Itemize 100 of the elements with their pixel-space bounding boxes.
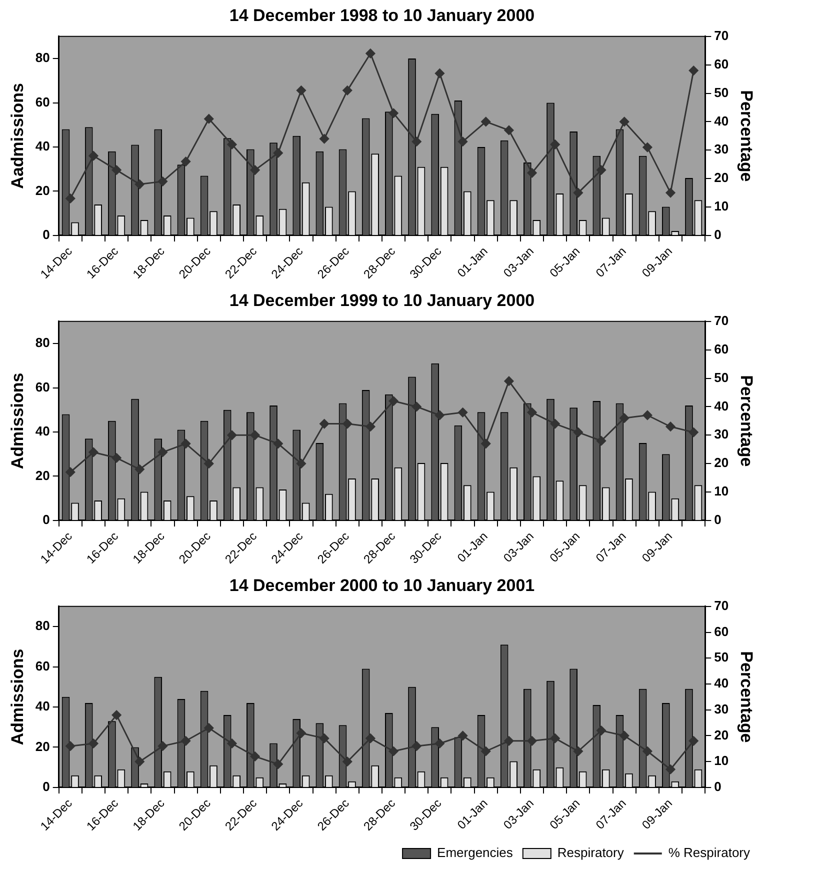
point [66, 194, 76, 204]
y-tick-label: 0 [42, 779, 50, 794]
y2-tick-label: 60 [714, 341, 729, 356]
point [320, 419, 330, 429]
point [296, 458, 306, 468]
point [134, 180, 144, 190]
point [620, 730, 630, 740]
point [388, 108, 398, 118]
point [527, 168, 537, 178]
y-tick-label: 60 [35, 94, 50, 110]
point [366, 48, 376, 58]
point [550, 140, 560, 150]
y2-tick-label: 50 [714, 370, 729, 385]
point [666, 188, 676, 198]
point [527, 408, 537, 418]
point [366, 734, 376, 744]
point [66, 467, 76, 477]
point [481, 116, 491, 126]
y2-tick-label: 20 [714, 727, 729, 742]
point [504, 736, 514, 746]
point [434, 410, 444, 420]
y2-axis-title: Percentage [737, 651, 756, 743]
y2-axis-title: Percentage [737, 375, 756, 467]
point [434, 68, 444, 78]
y2-tick-label: 60 [714, 624, 729, 639]
point [204, 723, 214, 733]
point [273, 438, 283, 448]
point [688, 428, 698, 438]
point [550, 419, 560, 429]
chart-title: 14 December 1999 to 10 January 2000 [229, 290, 535, 310]
point [134, 464, 144, 474]
y2-tick-label: 30 [714, 142, 729, 157]
point [388, 396, 398, 406]
y2-tick-label: 10 [714, 484, 729, 499]
y-axis-title: Aadmissions [8, 83, 27, 189]
point [320, 734, 330, 744]
y2-tick-label: 10 [714, 198, 729, 214]
point [134, 756, 144, 766]
point [296, 728, 306, 738]
point [250, 430, 260, 440]
point [504, 376, 514, 386]
legend-label: % Respiratory [668, 845, 750, 860]
y-tick-label: 0 [42, 512, 50, 528]
y2-tick-label: 40 [714, 398, 729, 414]
point [573, 746, 583, 756]
y-tick-label: 60 [35, 379, 50, 394]
point [412, 402, 422, 412]
chart-title: 14 December 2000 to 10 January 2001 [229, 576, 535, 595]
y-axis-title: Admissions [8, 372, 27, 470]
point [666, 422, 676, 432]
point [227, 430, 237, 440]
point [181, 156, 191, 166]
point [688, 736, 698, 746]
point [273, 148, 283, 158]
point [342, 86, 352, 96]
point [481, 746, 491, 756]
y2-axis-title: Percentage [737, 90, 756, 182]
point [342, 756, 352, 766]
point [481, 438, 491, 448]
y2-tick-label: 70 [714, 312, 729, 328]
point [412, 741, 422, 751]
y2-tick-label: 20 [714, 170, 729, 186]
y-axis-title: Admissions [8, 648, 27, 746]
point [181, 438, 191, 448]
point [366, 422, 376, 432]
point [88, 738, 98, 748]
y-tick-label: 40 [35, 698, 50, 714]
point [573, 188, 583, 198]
y2-tick-label: 20 [714, 455, 729, 470]
point [320, 134, 330, 144]
point [296, 86, 306, 96]
point [342, 419, 352, 429]
point [642, 746, 652, 756]
y2-tick-label: 70 [714, 598, 729, 613]
point [158, 176, 168, 186]
y2-tick-label: 70 [714, 28, 729, 43]
point [227, 140, 237, 150]
point [688, 66, 698, 76]
point [434, 738, 444, 748]
y2-tick-label: 0 [714, 512, 722, 528]
y2-tick-label: 50 [714, 650, 729, 665]
point [642, 410, 652, 420]
point [642, 142, 652, 152]
point [596, 436, 606, 446]
y2-tick-label: 0 [714, 227, 722, 242]
y-tick-label: 20 [35, 468, 50, 483]
y-tick-label: 80 [35, 335, 50, 350]
point [596, 726, 606, 736]
point [620, 413, 630, 423]
point [550, 734, 560, 744]
y-tick-label: 20 [35, 182, 50, 198]
y2-tick-label: 30 [714, 701, 729, 716]
y2-tick-label: 10 [714, 753, 729, 768]
point [158, 741, 168, 751]
y2-tick-label: 60 [714, 56, 729, 72]
y-tick-label: 0 [42, 227, 50, 242]
y2-tick-label: 0 [714, 779, 722, 794]
point [273, 759, 283, 769]
y2-tick-label: 40 [714, 676, 729, 691]
point [112, 453, 122, 463]
